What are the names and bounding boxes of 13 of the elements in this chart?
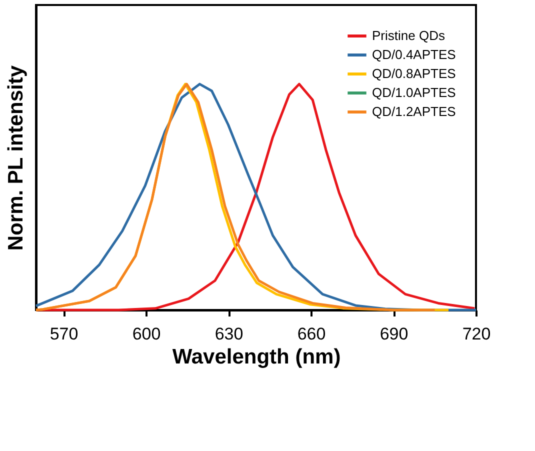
x-axis-title: Wavelength (nm) bbox=[172, 346, 341, 368]
y-axis-title: Norm. PL intensity bbox=[4, 65, 28, 251]
legend-label: QD/1.0APTES bbox=[372, 85, 456, 100]
x-tick-label: 600 bbox=[132, 324, 161, 344]
x-tick-label: 720 bbox=[462, 324, 491, 344]
x-tick-label: 630 bbox=[214, 324, 244, 344]
x-tick-label: 660 bbox=[297, 324, 326, 344]
legend-label: QD/0.4APTES bbox=[372, 47, 456, 62]
x-tick-label: 690 bbox=[380, 324, 408, 344]
legend-label: QD/0.8APTES bbox=[372, 66, 456, 81]
x-tick-label: 570 bbox=[50, 324, 78, 344]
legend-label: QD/1.2APTES bbox=[372, 104, 456, 119]
legend-label: Pristine QDs bbox=[372, 28, 446, 43]
